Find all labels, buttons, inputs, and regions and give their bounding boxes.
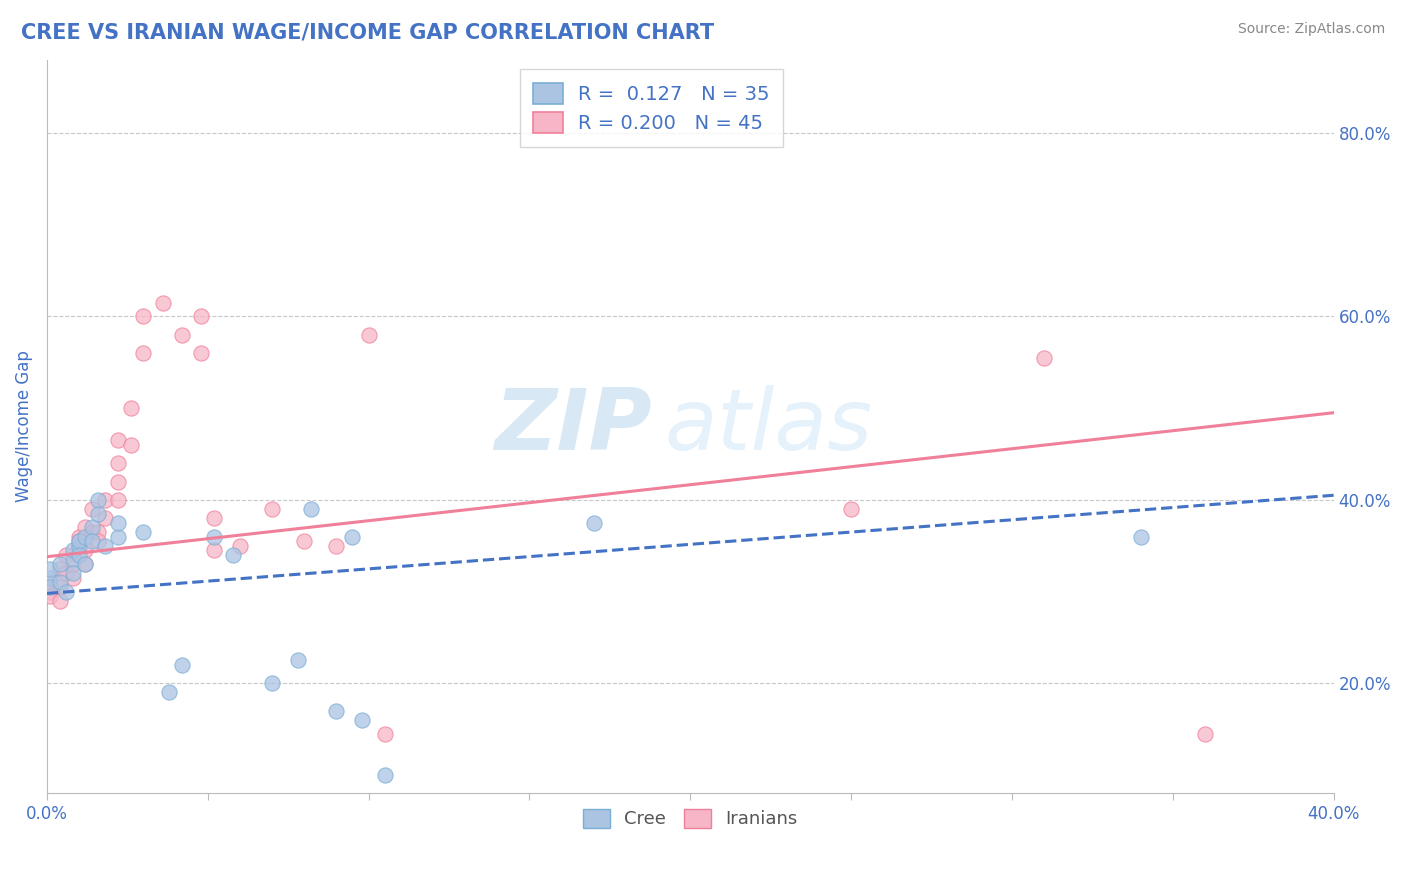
Text: ZIP: ZIP	[494, 385, 651, 468]
Point	[202, 529, 225, 543]
Point	[299, 502, 322, 516]
Text: atlas: atlas	[665, 385, 873, 468]
Point	[132, 346, 155, 360]
Point	[325, 539, 347, 553]
Point	[67, 539, 90, 553]
Point	[55, 548, 77, 562]
Legend: Cree, Iranians: Cree, Iranians	[575, 801, 806, 836]
Point	[190, 346, 212, 360]
Point	[55, 566, 77, 581]
Text: CREE VS IRANIAN WAGE/INCOME GAP CORRELATION CHART: CREE VS IRANIAN WAGE/INCOME GAP CORRELAT…	[21, 22, 714, 42]
Point	[1033, 351, 1056, 365]
Point	[202, 511, 225, 525]
Point	[132, 310, 155, 324]
Point	[80, 502, 103, 516]
Point	[222, 548, 245, 562]
Point	[107, 492, 129, 507]
Point	[39, 589, 62, 603]
Point	[39, 561, 62, 575]
Point	[120, 438, 142, 452]
Point	[49, 580, 72, 594]
Point	[39, 584, 62, 599]
Point	[132, 524, 155, 539]
Point	[67, 534, 90, 549]
Point	[49, 557, 72, 571]
Point	[55, 584, 77, 599]
Point	[287, 653, 309, 667]
Point	[170, 657, 193, 672]
Point	[94, 492, 117, 507]
Text: Source: ZipAtlas.com: Source: ZipAtlas.com	[1237, 22, 1385, 37]
Point	[87, 534, 110, 549]
Point	[292, 534, 315, 549]
Point	[357, 327, 380, 342]
Point	[62, 543, 84, 558]
Point	[75, 557, 97, 571]
Point	[49, 561, 72, 575]
Point	[582, 516, 605, 530]
Point	[94, 511, 117, 525]
Point	[67, 529, 90, 543]
Point	[80, 524, 103, 539]
Point	[342, 529, 364, 543]
Point	[87, 524, 110, 539]
Point	[39, 575, 62, 590]
Point	[107, 434, 129, 448]
Point	[80, 520, 103, 534]
Point	[1194, 727, 1216, 741]
Point	[94, 539, 117, 553]
Point	[87, 507, 110, 521]
Point	[157, 685, 180, 699]
Point	[39, 580, 62, 594]
Point	[62, 571, 84, 585]
Point	[62, 552, 84, 566]
Point	[107, 456, 129, 470]
Point	[374, 727, 396, 741]
Point	[49, 593, 72, 607]
Point	[75, 543, 97, 558]
Point	[107, 516, 129, 530]
Point	[49, 575, 72, 590]
Point	[839, 502, 862, 516]
Point	[120, 401, 142, 416]
Point	[107, 529, 129, 543]
Point	[75, 557, 97, 571]
Point	[229, 539, 252, 553]
Point	[80, 534, 103, 549]
Point	[152, 295, 174, 310]
Point	[190, 310, 212, 324]
Point	[87, 492, 110, 507]
Point	[75, 529, 97, 543]
Point	[62, 566, 84, 581]
Point	[107, 475, 129, 489]
Point	[352, 713, 374, 727]
Point	[262, 676, 284, 690]
Point	[170, 327, 193, 342]
Point	[202, 543, 225, 558]
Point	[62, 557, 84, 571]
Point	[75, 520, 97, 534]
Point	[67, 539, 90, 553]
Point	[325, 704, 347, 718]
Point	[67, 548, 90, 562]
Point	[262, 502, 284, 516]
Point	[1129, 529, 1152, 543]
Y-axis label: Wage/Income Gap: Wage/Income Gap	[15, 351, 32, 502]
Point	[374, 768, 396, 782]
Point	[39, 571, 62, 585]
Point	[67, 534, 90, 549]
